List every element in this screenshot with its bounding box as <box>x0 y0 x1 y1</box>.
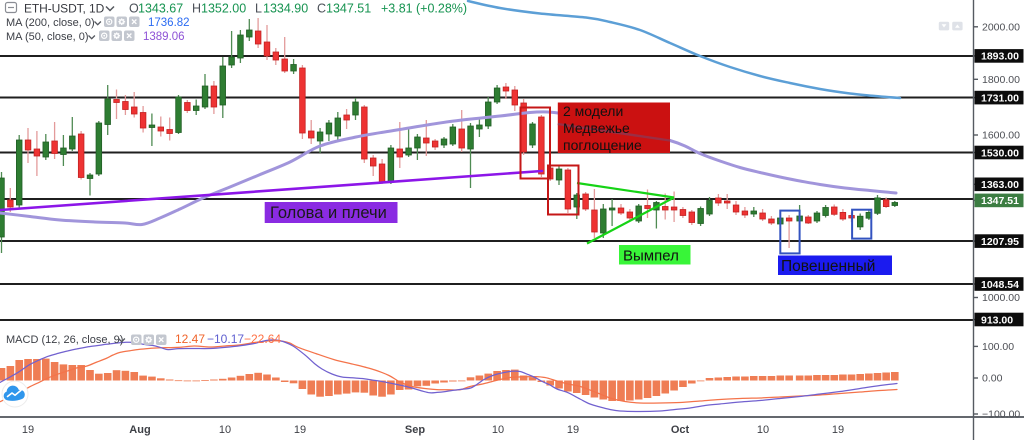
svg-text:MACD (12, 26, close, 9): MACD (12, 26, close, 9) <box>6 334 123 346</box>
svg-text:1731.00: 1731.00 <box>981 92 1019 104</box>
svg-text:10: 10 <box>757 424 769 436</box>
svg-text:19: 19 <box>294 424 306 436</box>
svg-text:100.00: 100.00 <box>982 341 1014 353</box>
svg-text:12.47: 12.47 <box>175 332 205 346</box>
svg-text:2 модели: 2 модели <box>563 103 623 119</box>
svg-text:−10.17: −10.17 <box>207 332 244 346</box>
svg-text:1347.51: 1347.51 <box>981 195 1019 207</box>
svg-text:(+0.28%): (+0.28%) <box>416 2 467 16</box>
svg-text:Aug: Aug <box>129 424 150 436</box>
svg-text:+3.81: +3.81 <box>381 2 413 16</box>
svg-text:1048.54: 1048.54 <box>981 279 1019 291</box>
svg-text:1389.06: 1389.06 <box>143 31 185 43</box>
svg-text:1343.67: 1343.67 <box>138 2 183 16</box>
svg-text:O: O <box>129 2 139 16</box>
svg-text:ETH-USDT, 1D: ETH-USDT, 1D <box>24 2 105 16</box>
svg-text:L: L <box>255 2 262 16</box>
svg-text:10: 10 <box>219 424 231 436</box>
svg-text:Повешенный: Повешенный <box>781 258 875 275</box>
svg-text:Sep: Sep <box>405 424 425 436</box>
svg-text:913.00: 913.00 <box>981 314 1013 326</box>
svg-text:1800.00: 1800.00 <box>982 74 1020 86</box>
svg-text:H: H <box>192 2 201 16</box>
svg-text:−22.64: −22.64 <box>244 332 281 346</box>
svg-text:Oct: Oct <box>671 424 690 436</box>
svg-text:19: 19 <box>567 424 579 436</box>
svg-text:0.00: 0.00 <box>982 373 1003 385</box>
svg-text:1363.00: 1363.00 <box>981 179 1019 191</box>
svg-text:1347.51: 1347.51 <box>326 2 371 16</box>
svg-text:1736.82: 1736.82 <box>148 17 190 29</box>
svg-text:1600.00: 1600.00 <box>982 130 1020 142</box>
svg-text:1334.90: 1334.90 <box>263 2 308 16</box>
svg-text:1207.95: 1207.95 <box>981 236 1019 248</box>
svg-text:1530.00: 1530.00 <box>981 147 1019 159</box>
svg-text:Вымпел: Вымпел <box>623 248 679 265</box>
svg-text:19: 19 <box>22 424 34 436</box>
svg-text:Медвежье: Медвежье <box>563 120 630 136</box>
svg-text:MA (50, close, 0): MA (50, close, 0) <box>6 31 89 43</box>
svg-text:1000.00: 1000.00 <box>982 292 1020 304</box>
svg-text:1893.00: 1893.00 <box>981 51 1019 63</box>
svg-text:10: 10 <box>492 424 504 436</box>
svg-text:C: C <box>317 2 326 16</box>
svg-text:1352.00: 1352.00 <box>201 2 246 16</box>
svg-text:−100.00: −100.00 <box>982 409 1020 421</box>
svg-text:Голова и плечи: Голова и плечи <box>270 204 387 222</box>
svg-text:2000.00: 2000.00 <box>982 21 1020 33</box>
svg-text:MA (200, close, 0): MA (200, close, 0) <box>6 17 95 29</box>
svg-text:поглощение: поглощение <box>563 137 642 153</box>
svg-text:19: 19 <box>832 424 844 436</box>
